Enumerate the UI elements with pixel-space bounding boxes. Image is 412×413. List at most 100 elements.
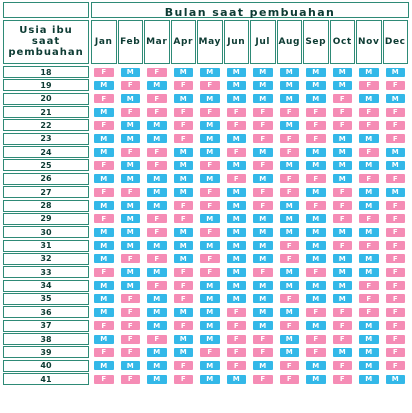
cell-22-aug: M: [279, 120, 299, 130]
cell-18-may: M: [200, 67, 220, 77]
cell-33-oct: M: [332, 267, 352, 277]
age-label-36: 36: [3, 306, 89, 319]
cell-25-mar: F: [147, 160, 167, 170]
age-label-35: 35: [3, 292, 89, 305]
cell-26-jan: M: [94, 174, 114, 184]
cell-31-mar: M: [147, 241, 167, 251]
cell-19-nov: F: [359, 80, 379, 90]
cell-34-mar: F: [147, 281, 167, 291]
cell-30-jul: M: [253, 227, 273, 237]
cell-39-aug: M: [279, 347, 299, 357]
cell-36-nov: F: [359, 307, 379, 317]
cell-30-sep: M: [306, 227, 326, 237]
cell-23-may: M: [200, 134, 220, 144]
cell-40-mar: M: [147, 361, 167, 371]
cell-33-feb: M: [120, 267, 140, 277]
cell-20-jan: F: [94, 94, 114, 104]
cell-29-aug: M: [279, 214, 299, 224]
cell-28-oct: F: [332, 201, 352, 210]
cell-23-oct: M: [332, 134, 352, 144]
cell-20-sep: M: [306, 94, 326, 104]
row-header-line: saat: [31, 36, 61, 47]
cell-36-feb: F: [120, 307, 140, 317]
cell-37-jun: F: [226, 321, 246, 331]
cell-30-jun: M: [226, 227, 246, 237]
cell-28-mar: M: [147, 201, 167, 210]
cell-32-jan: M: [94, 254, 114, 264]
cell-40-feb: M: [120, 361, 140, 371]
cell-29-sep: M: [306, 214, 326, 224]
cell-36-dec: F: [385, 307, 405, 317]
chart-title: Bulan saat pembuahan: [164, 6, 336, 19]
cell-32-mar: F: [147, 254, 167, 264]
cell-38-may: M: [200, 334, 220, 344]
cell-35-sep: M: [306, 294, 326, 304]
cell-27-jan: F: [94, 187, 114, 197]
cell-26-jun: F: [226, 174, 246, 184]
cell-38-nov: M: [359, 334, 379, 344]
cell-24-nov: F: [359, 147, 379, 157]
month-header-jan: Jan: [91, 20, 117, 64]
cell-38-jan: M: [94, 334, 114, 344]
cell-31-dec: F: [385, 241, 405, 251]
cell-25-jul: F: [253, 160, 273, 170]
cell-34-apr: F: [173, 281, 193, 291]
cell-30-feb: M: [120, 227, 140, 237]
cell-40-aug: F: [279, 361, 299, 371]
cell-29-jul: M: [253, 214, 273, 224]
cell-34-jan: M: [94, 281, 114, 291]
cell-26-dec: F: [385, 174, 405, 184]
cell-30-mar: F: [147, 227, 167, 237]
cell-34-oct: M: [332, 281, 352, 291]
cell-39-nov: M: [359, 347, 379, 357]
cell-38-jun: F: [226, 334, 246, 344]
cell-25-jun: M: [226, 160, 246, 170]
cell-27-apr: M: [173, 187, 193, 197]
cell-41-oct: F: [332, 374, 352, 384]
cell-32-oct: M: [332, 254, 352, 264]
cell-23-jul: F: [253, 134, 273, 144]
cell-39-dec: F: [385, 347, 405, 357]
cell-35-nov: F: [359, 294, 379, 304]
cell-35-oct: M: [332, 294, 352, 304]
cell-28-aug: M: [279, 201, 299, 210]
cell-24-aug: F: [279, 147, 299, 157]
cell-22-oct: F: [332, 120, 352, 130]
cell-25-may: F: [200, 160, 220, 170]
cell-19-may: F: [200, 80, 220, 90]
cell-27-nov: M: [359, 187, 379, 197]
cell-24-may: M: [200, 147, 220, 157]
cell-26-sep: F: [306, 174, 326, 184]
age-label-21: 21: [3, 106, 89, 119]
cell-35-dec: F: [385, 294, 405, 304]
cell-39-oct: M: [332, 347, 352, 357]
cell-26-nov: F: [359, 174, 379, 184]
cell-41-aug: F: [279, 374, 299, 384]
cell-21-jan: M: [94, 107, 114, 117]
cell-34-aug: M: [279, 281, 299, 291]
cell-33-aug: M: [279, 267, 299, 277]
cell-41-nov: M: [359, 374, 379, 384]
cell-25-jan: F: [94, 160, 114, 170]
cell-27-jul: F: [253, 187, 273, 197]
cell-27-may: F: [200, 187, 220, 197]
cell-38-dec: F: [385, 334, 405, 344]
cell-26-oct: M: [332, 174, 352, 184]
cell-23-jun: M: [226, 134, 246, 144]
cell-40-nov: M: [359, 361, 379, 371]
age-label-31: 31: [3, 239, 89, 252]
cell-35-mar: M: [147, 294, 167, 304]
month-header-apr: Apr: [170, 20, 196, 64]
cell-37-mar: M: [147, 321, 167, 331]
cell-32-nov: M: [359, 254, 379, 264]
cell-40-may: M: [200, 361, 220, 371]
cell-37-apr: F: [173, 321, 193, 331]
cell-22-dec: F: [385, 120, 405, 130]
cell-39-jul: F: [253, 347, 273, 357]
cell-33-mar: M: [147, 267, 167, 277]
month-header-feb: Feb: [117, 20, 143, 64]
cell-33-nov: M: [359, 267, 379, 277]
cell-32-apr: M: [173, 254, 193, 264]
cell-20-dec: M: [385, 94, 405, 104]
cell-24-apr: M: [173, 147, 193, 157]
